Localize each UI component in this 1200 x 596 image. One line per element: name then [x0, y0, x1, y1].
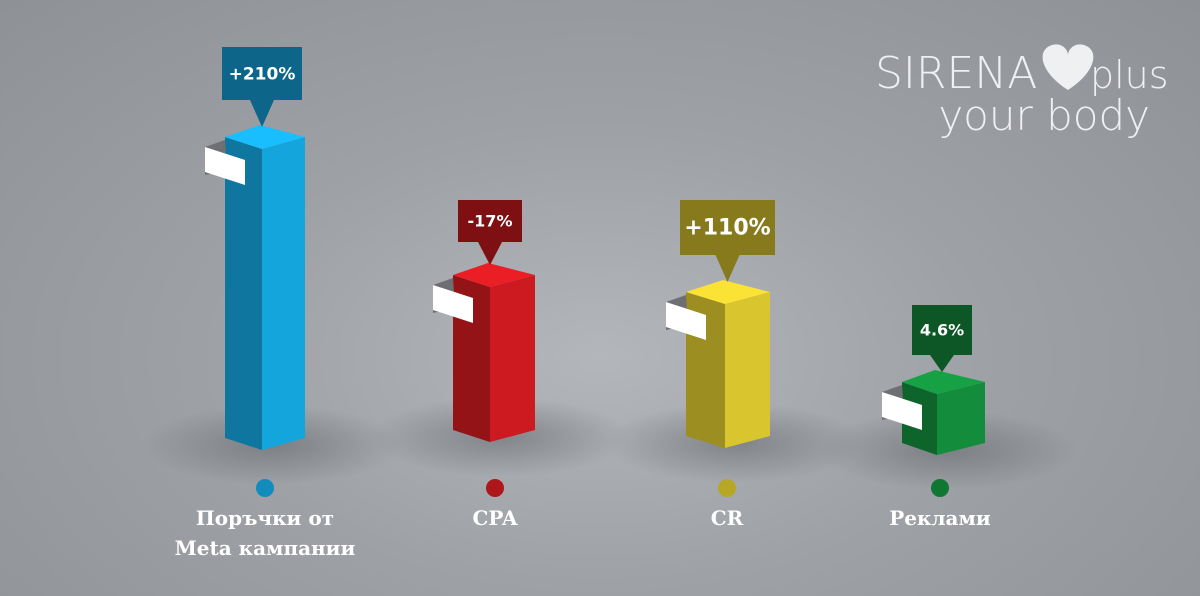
value-label: 4.6% — [920, 321, 964, 340]
tab — [205, 147, 245, 185]
category-label: CR — [710, 506, 744, 530]
category-label: Поръчки от Meta кампании — [174, 506, 356, 560]
legend-dot — [931, 479, 949, 497]
bar-top-face — [686, 280, 770, 304]
logo-brand: SIRENA — [875, 48, 1037, 99]
bar-left-face — [225, 137, 262, 450]
callout — [912, 305, 972, 372]
value-label: -17% — [468, 212, 513, 231]
callout — [680, 200, 775, 282]
callout — [458, 200, 522, 265]
logo-heart — [1042, 44, 1094, 90]
logo-tagline: your body — [938, 91, 1150, 140]
legend-dot — [486, 479, 504, 497]
callout — [222, 47, 302, 127]
tab — [433, 285, 473, 323]
legend-dot — [718, 479, 736, 497]
category-label: CPA — [472, 506, 518, 530]
bar-top-face — [225, 125, 305, 149]
legend-dot — [256, 479, 274, 497]
bar-right-face — [490, 275, 535, 442]
bar-top-face — [902, 370, 985, 394]
value-label: +210% — [229, 65, 296, 85]
bar-right-face — [725, 292, 770, 448]
tab — [882, 392, 922, 430]
bar-top-face — [453, 263, 535, 287]
bar-right-face — [937, 382, 985, 455]
logo-suffix: plus — [1090, 53, 1169, 97]
bar-right-face — [262, 137, 305, 450]
category-label: Реклами — [889, 506, 991, 530]
tab — [666, 302, 706, 340]
value-label: +110% — [684, 216, 770, 241]
